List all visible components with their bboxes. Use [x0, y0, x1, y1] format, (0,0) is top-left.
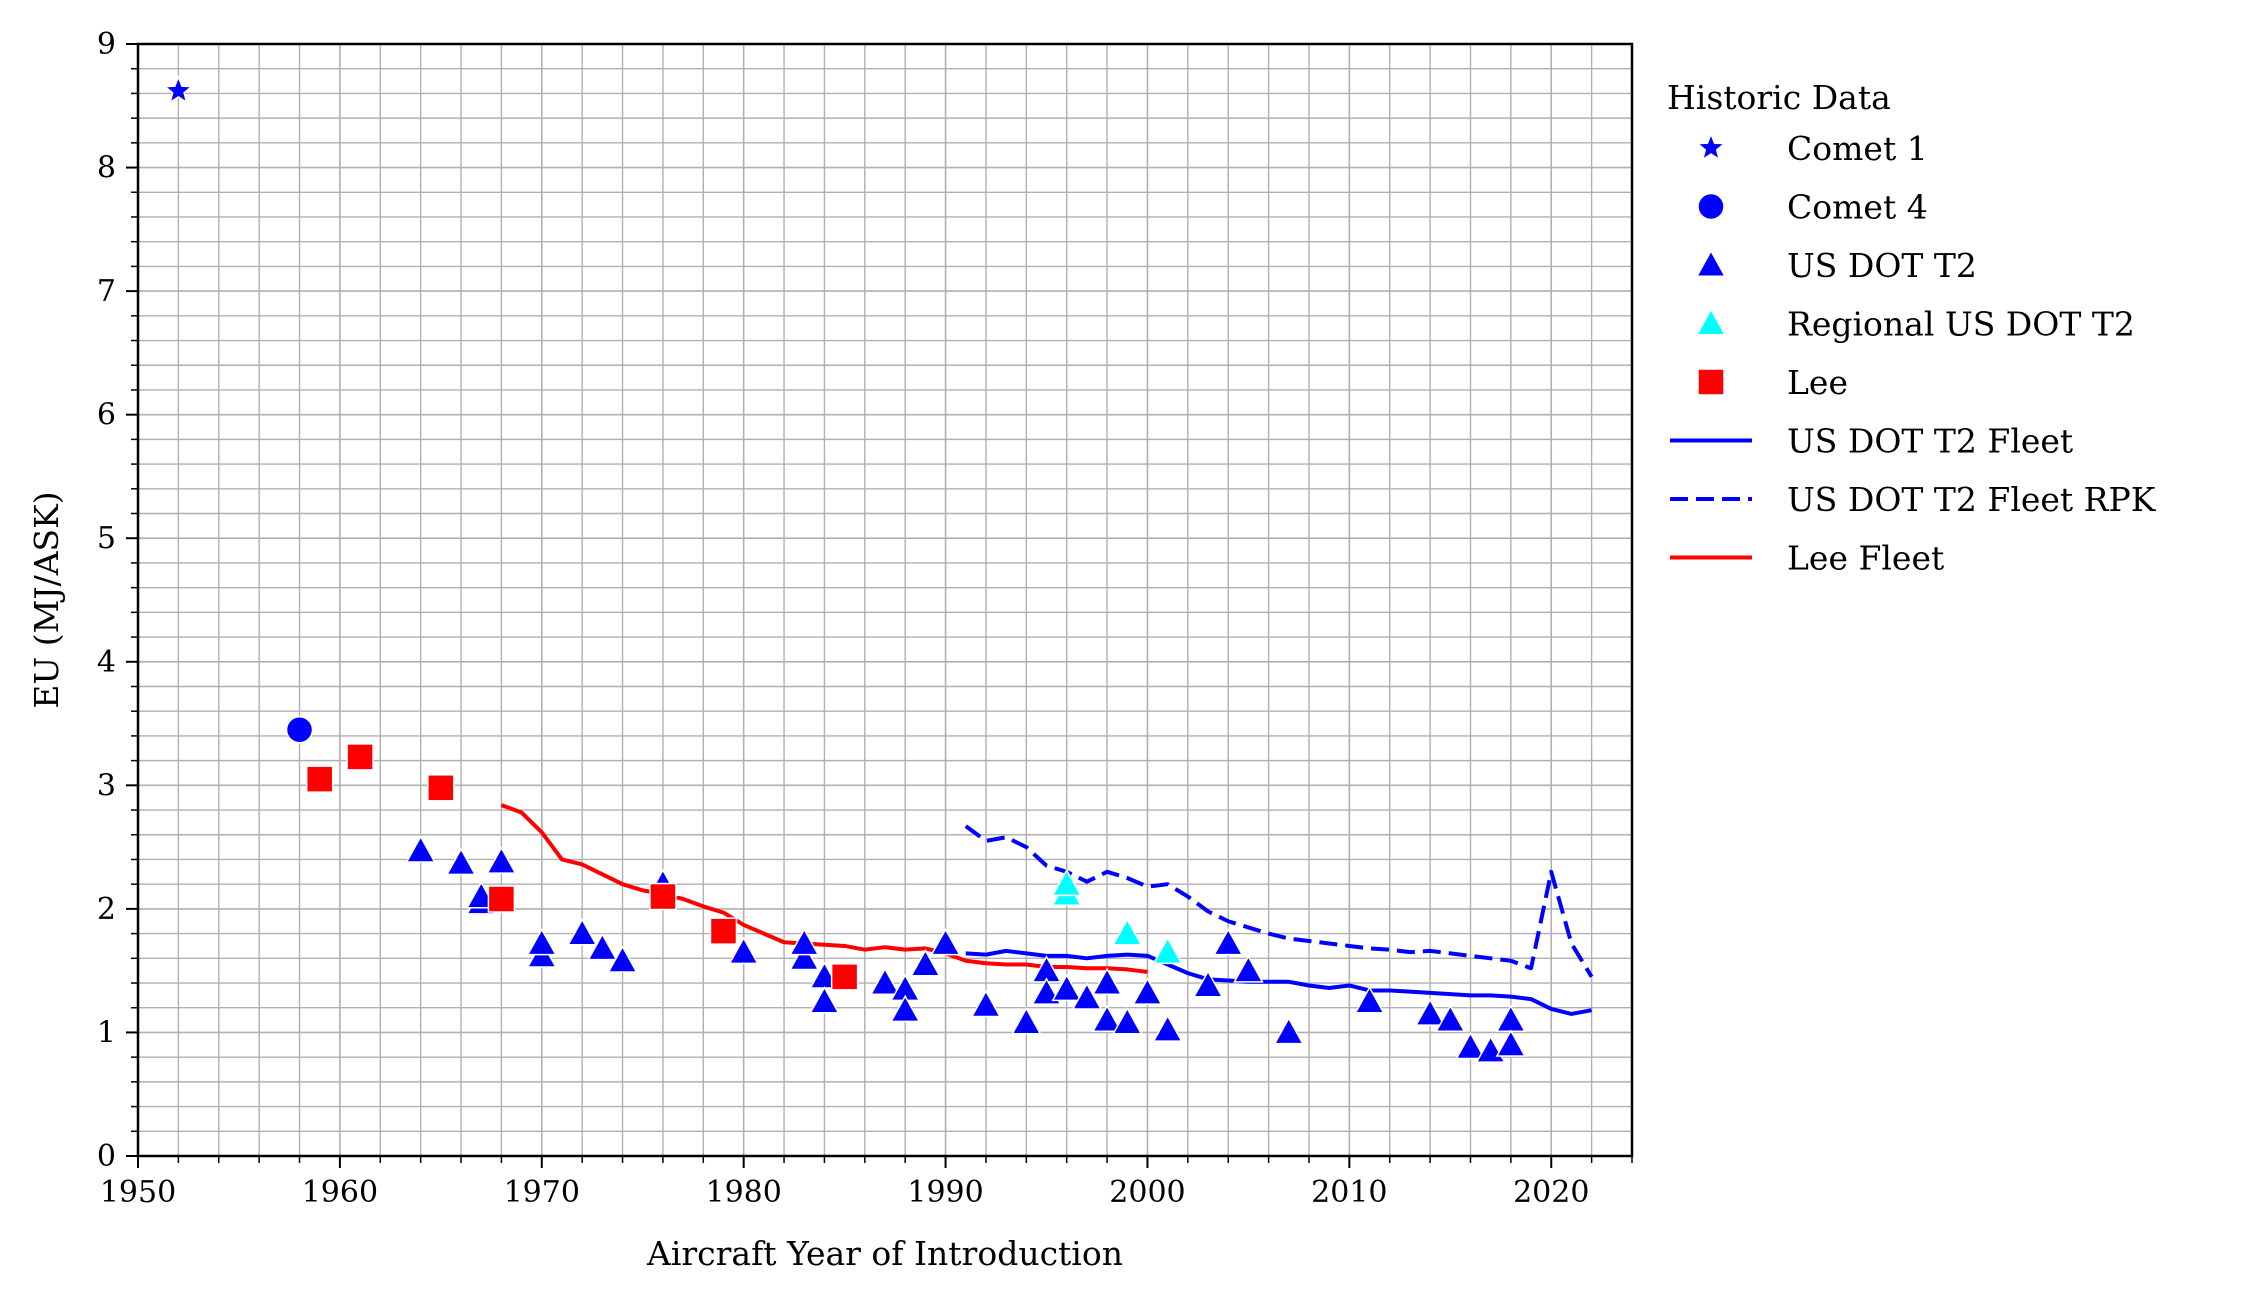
- y-axis-label: EU (MJ/ASK): [27, 491, 66, 708]
- series-line-us-dot-t2-fleet-rpk: [964, 824, 1594, 978]
- point-lee: [709, 917, 738, 945]
- legend-title: Historic Data: [1667, 78, 1891, 117]
- point-comet-1: [163, 74, 194, 104]
- legend-label-comet-1: Comet 1: [1787, 129, 1928, 168]
- legend-label-us-dot-t2: US DOT T2: [1787, 246, 1977, 285]
- point-us-dot-t2: [1011, 1007, 1042, 1035]
- point-us-dot-t2: [1354, 986, 1385, 1014]
- x-tick-label: 1960: [302, 1175, 378, 1210]
- point-us-dot-t2: [1455, 1031, 1486, 1060]
- x-tick-label: 2010: [1311, 1175, 1387, 1210]
- point-us-dot-t2: [587, 932, 618, 961]
- x-tick-label: 2020: [1513, 1175, 1589, 1210]
- y-tick-label: 3: [97, 768, 116, 803]
- legend-marker-regional-us-dot-t2: [1695, 307, 1727, 336]
- point-us-dot-t2: [526, 927, 558, 956]
- point-lee: [830, 963, 859, 991]
- x-tick-label: 1980: [705, 1175, 781, 1210]
- y-tick-label: 4: [97, 645, 116, 680]
- point-lee: [649, 882, 677, 911]
- point-us-dot-t2: [1132, 977, 1163, 1005]
- point-us-dot-t2: [1051, 973, 1082, 1002]
- legend: Historic Data Comet 1 Comet 4 US DOT T2 Reg…: [1667, 78, 2157, 578]
- tick-labels: 1950 1960 1970 1980 1990 2000 2010 2020 0 1 2 3 4 5 6 7…: [97, 27, 1590, 1210]
- point-us-dot-t2: [1091, 967, 1123, 995]
- point-us-dot-t2: [566, 918, 598, 946]
- point-us-dot-t2: [1111, 1007, 1143, 1035]
- point-us-dot-t2: [889, 994, 921, 1023]
- y-tick-label: 0: [97, 1139, 116, 1174]
- legend-label-us-dot-t2-fleet: US DOT T2 Fleet: [1787, 422, 2073, 461]
- point-us-dot-t2: [970, 989, 1002, 1018]
- point-us-dot-t2: [809, 986, 840, 1014]
- point-us-dot-t2: [1495, 1029, 1527, 1057]
- point-us-dot-t2: [1414, 998, 1446, 1026]
- point-us-dot-t2: [788, 942, 820, 971]
- point-lee: [487, 885, 516, 913]
- point-us-dot-t2: [1091, 1004, 1123, 1033]
- point-us-dot-t2: [1435, 1004, 1466, 1033]
- point-us-dot-t2: [910, 948, 941, 977]
- point-us-dot-t2: [728, 936, 759, 965]
- y-tick-label: 6: [97, 398, 116, 433]
- point-regional-us-dot-t2: [1051, 868, 1082, 897]
- point-us-dot-t2: [930, 927, 961, 956]
- legend-marker-comet-1: [1695, 131, 1727, 162]
- point-us-dot-t2: [1233, 955, 1264, 983]
- axis-ticks: [126, 43, 1633, 1168]
- x-tick-label: 1990: [907, 1175, 983, 1210]
- legend-label-lee: Lee: [1787, 363, 1848, 402]
- y-tick-label: 1: [97, 1015, 116, 1050]
- point-us-dot-t2: [445, 847, 477, 876]
- point-us-dot-t2: [1152, 1014, 1183, 1042]
- point-regional-us-dot-t2: [1111, 918, 1143, 946]
- series-line-us-dot-t2-fleet: [965, 948, 1592, 1016]
- x-axis-label: Aircraft Year of Introduction: [646, 1234, 1123, 1273]
- x-tick-label: 2000: [1109, 1175, 1185, 1210]
- plot-frame: [136, 42, 1634, 1158]
- point-us-dot-t2: [1071, 982, 1103, 1010]
- point-us-dot-t2: [1212, 927, 1244, 956]
- legend-marker-lee: [1697, 368, 1725, 396]
- legend-label-regional-us-dot-t2: Regional US DOT T2: [1787, 305, 2135, 344]
- grid-major: [137, 43, 1632, 1157]
- point-us-dot-t2: [1273, 1016, 1305, 1045]
- series-line-lee-fleet: [500, 803, 1148, 974]
- point-comet-4: [285, 715, 314, 744]
- point-us-dot-t2: [1192, 969, 1224, 998]
- series-markers: [163, 74, 1527, 1063]
- series-lines: [500, 803, 1594, 1016]
- legend-label-comet-4: Comet 4: [1787, 188, 1928, 227]
- legend-label-us-dot-t2-fleet-rpk: US DOT T2 Fleet RPK: [1787, 480, 2157, 519]
- point-lee: [427, 774, 455, 802]
- point-regional-us-dot-t2: [1152, 936, 1183, 965]
- legend-marker-us-dot-t2: [1695, 249, 1727, 277]
- x-tick-label: 1970: [504, 1175, 580, 1210]
- point-us-dot-t2: [788, 927, 820, 956]
- point-lee: [305, 765, 334, 793]
- point-lee: [346, 743, 374, 771]
- y-tick-label: 8: [97, 151, 116, 186]
- y-tick-label: 2: [97, 892, 116, 927]
- y-tick-label: 9: [97, 27, 116, 62]
- legend-marker-comet-4: [1697, 192, 1725, 221]
- point-us-dot-t2: [607, 945, 638, 973]
- point-us-dot-t2: [486, 846, 517, 874]
- x-tick-label: 1950: [100, 1175, 176, 1210]
- y-tick-label: 5: [97, 521, 116, 556]
- point-us-dot-t2: [405, 835, 436, 863]
- point-us-dot-t2: [869, 967, 901, 995]
- y-tick-label: 7: [97, 274, 116, 309]
- legend-label-lee-fleet: Lee Fleet: [1787, 539, 1944, 578]
